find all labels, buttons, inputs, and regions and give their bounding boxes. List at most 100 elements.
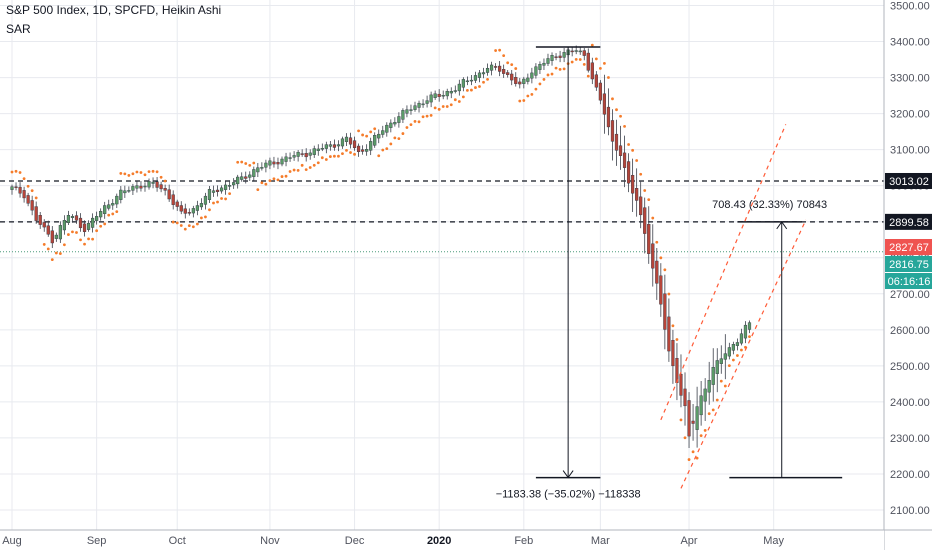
candle-body xyxy=(381,130,385,135)
candle-body xyxy=(131,186,135,191)
candle xyxy=(340,136,345,149)
sar-dot xyxy=(486,77,489,81)
candle xyxy=(272,156,276,168)
sar-dot xyxy=(353,152,356,156)
candle-body xyxy=(546,58,550,64)
candle xyxy=(260,162,264,171)
candle-body xyxy=(78,217,83,229)
candle-body xyxy=(643,207,647,234)
candle-body xyxy=(316,148,320,151)
price-badge xyxy=(885,256,932,272)
sar-dot xyxy=(474,86,477,89)
candle-body xyxy=(312,148,316,155)
candle-body xyxy=(413,105,417,110)
sar-dot xyxy=(320,156,324,160)
candle-body xyxy=(518,81,522,85)
candle xyxy=(562,48,566,63)
sar-dot xyxy=(284,174,288,178)
candle xyxy=(183,203,187,219)
candle xyxy=(143,182,147,192)
candle xyxy=(119,186,123,204)
candle-body xyxy=(308,152,312,156)
candle-body xyxy=(433,93,437,98)
price-badge-label: 2816.75 xyxy=(889,259,929,271)
sar-dot xyxy=(163,179,167,183)
candle-body xyxy=(598,82,602,101)
candle xyxy=(498,60,502,77)
candle-body xyxy=(111,203,115,206)
sar-dot xyxy=(393,136,397,140)
sar-dot xyxy=(328,155,332,158)
candle xyxy=(215,185,220,197)
candle xyxy=(296,150,300,162)
candle xyxy=(131,183,135,196)
candle-body xyxy=(401,110,405,120)
candle-body xyxy=(328,144,332,147)
sar-dot xyxy=(748,335,751,339)
candle xyxy=(304,148,308,162)
candle xyxy=(602,74,607,134)
candle-body xyxy=(139,185,143,189)
candle-body xyxy=(211,190,216,193)
sar-dot xyxy=(590,43,594,47)
x-tick-label: May xyxy=(763,535,784,547)
sar-dot xyxy=(699,434,703,438)
candle xyxy=(155,177,159,192)
sar-dot xyxy=(103,222,107,226)
sar-dot xyxy=(478,85,481,88)
candle-body xyxy=(699,395,703,416)
candle-body xyxy=(530,72,534,79)
sar-dot xyxy=(115,210,119,214)
sar-dot xyxy=(421,115,425,119)
candle-body xyxy=(187,212,191,214)
sar-dot xyxy=(740,348,743,352)
candle xyxy=(248,171,252,181)
candle xyxy=(401,108,405,123)
sar-dot xyxy=(502,54,506,57)
sar-dot xyxy=(691,450,695,454)
candle-body xyxy=(219,187,224,192)
sar-dot xyxy=(236,160,240,164)
candle xyxy=(167,184,171,202)
candle-body xyxy=(215,189,220,193)
candle-body xyxy=(107,204,111,209)
candle-body xyxy=(284,156,288,162)
candle-body xyxy=(582,50,586,56)
sar-dot xyxy=(304,168,308,172)
candle-body xyxy=(288,157,292,159)
sar-dot xyxy=(228,192,232,196)
candle xyxy=(38,211,42,229)
candle-body xyxy=(34,206,38,221)
level-badge-label: 3013.02 xyxy=(889,176,929,188)
sar-dot xyxy=(631,148,635,152)
sar-dot xyxy=(667,292,671,296)
sar-dot xyxy=(671,324,675,328)
candle xyxy=(671,329,675,384)
candle xyxy=(397,112,401,128)
sar-dot xyxy=(10,170,14,174)
candle-body xyxy=(695,406,699,430)
candle-body xyxy=(10,186,14,190)
candle-body xyxy=(502,69,506,74)
candle-body xyxy=(159,184,163,190)
candle-body xyxy=(361,149,365,152)
candle xyxy=(610,109,615,161)
candle-body xyxy=(103,205,107,214)
sar-dot xyxy=(647,198,651,202)
sar-dot xyxy=(731,358,735,362)
candle-body xyxy=(296,151,300,157)
candle xyxy=(473,71,478,83)
sar-dot xyxy=(345,148,348,152)
candle-body xyxy=(223,184,228,190)
candle xyxy=(477,70,482,83)
candle-body xyxy=(554,56,558,58)
candle-body xyxy=(481,72,486,75)
sar-dot xyxy=(248,164,252,167)
time-axis-bg xyxy=(0,530,884,550)
sar-dot xyxy=(554,66,558,70)
sar-dot xyxy=(594,57,598,61)
horizontal-levels xyxy=(0,180,884,253)
candle-body xyxy=(389,122,393,128)
x-tick-label: Oct xyxy=(169,535,186,547)
